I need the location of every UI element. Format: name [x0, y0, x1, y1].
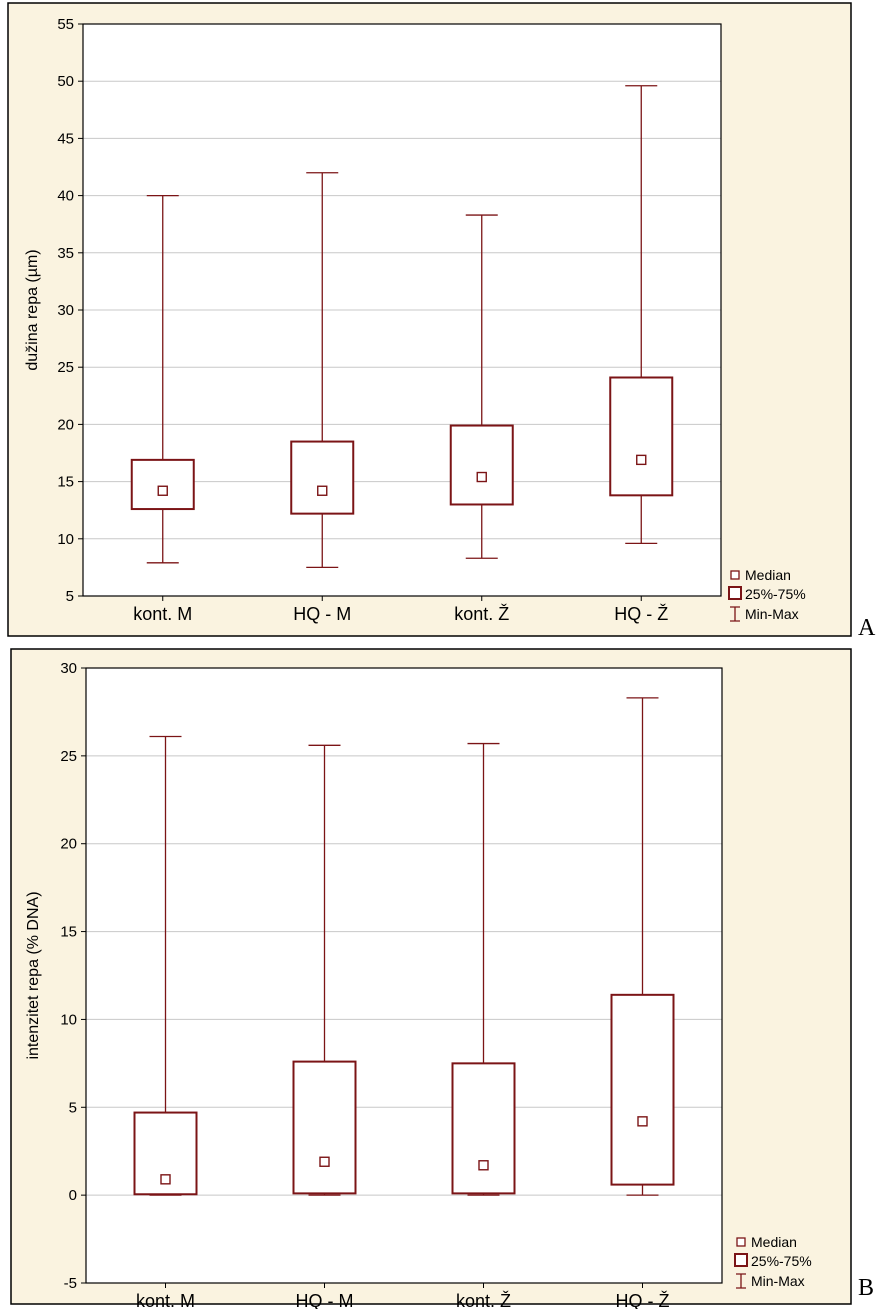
plot-frame-a [82, 23, 722, 597]
y-tick-label-b-2: 5 [69, 1099, 77, 1116]
panel-letter-b: B [858, 1275, 875, 1301]
chart-a: 5 10 15 20 25 30 35 40 45 50 55 dužina repa (µm) kon… [7, 2, 852, 637]
y-axis-label-b: intenzitet repa (% DNA) [25, 891, 42, 1059]
y-tick-label-a-0: 5 [66, 588, 74, 605]
y-tick-label-a-8: 45 [57, 130, 74, 147]
legend-minmax-label-b: Min-Max [751, 1273, 805, 1289]
median-marker-a-2 [476, 471, 487, 483]
median-marker-b-1 [319, 1156, 330, 1167]
iqr-box-a-3 [609, 376, 674, 497]
y-tick-label-a-5: 30 [57, 302, 74, 319]
y-tick-label-a-2: 15 [57, 474, 74, 491]
median-marker-a-0 [157, 485, 168, 496]
x-tick-label-a-3: HQ - Ž [614, 604, 668, 624]
x-tick-label-b-1: HQ - M [296, 1291, 354, 1309]
y-tick-label-a-9: 50 [57, 73, 74, 90]
y-tick-label-b-5: 20 [60, 836, 77, 853]
legend-minmax-label-a: Min-Max [745, 606, 799, 622]
median-marker-a-1 [317, 485, 328, 496]
legend-iqr-symbol-a [728, 586, 742, 600]
x-tick-label-a-1: HQ - M [293, 604, 351, 624]
iqr-box-a-0 [130, 458, 195, 511]
x-tick-label-b-2: kont. Ž [456, 1291, 511, 1309]
y-tick-label-a-7: 40 [57, 188, 74, 205]
plot-frame-b [85, 667, 723, 1284]
x-tick-label-a-0: kont. M [133, 604, 192, 624]
y-tick-label-b-7: 30 [60, 660, 77, 677]
legend-median-label-a: Median [745, 567, 791, 583]
y-tick-label-a-1: 10 [57, 531, 74, 548]
iqr-box-b-2 [451, 1062, 516, 1195]
y-tick-label-a-6: 35 [57, 245, 74, 262]
legend-iqr-label-a: 25%-75% [745, 586, 806, 602]
median-marker-b-2 [478, 1160, 489, 1171]
median-marker-a-3 [636, 454, 647, 466]
iqr-box-b-3 [610, 993, 675, 1186]
y-tick-label-a-3: 20 [57, 416, 74, 433]
panel-letter-a: A [858, 615, 876, 641]
x-tick-label-b-3: HQ - Ž [616, 1291, 670, 1309]
legend-median-symbol-a [730, 570, 740, 580]
y-axis-label-a: dužina repa (µm) [24, 249, 41, 370]
legend-iqr-label-b: 25%-75% [751, 1253, 812, 1269]
legend-iqr-symbol-b [734, 1253, 748, 1267]
iqr-box-b-1 [292, 1060, 357, 1195]
median-marker-b-0 [160, 1174, 171, 1185]
y-tick-label-b-0: -5 [64, 1275, 77, 1292]
y-tick-label-b-4: 15 [60, 924, 77, 941]
legend-median-symbol-b [736, 1237, 746, 1247]
y-tick-label-b-6: 25 [60, 748, 77, 765]
chart-b: -5 0 5 10 15 20 25 30 intenzitet repa (% DNA) kon… [10, 648, 852, 1309]
y-tick-label-a-10: 55 [57, 16, 74, 33]
legend-median-label-b: Median [751, 1234, 797, 1250]
y-tick-label-b-1: 0 [69, 1187, 77, 1204]
iqr-box-a-2 [449, 424, 514, 506]
iqr-box-a-1 [290, 440, 355, 515]
legend-minmax-symbol-b [736, 1273, 746, 1289]
y-tick-label-b-3: 10 [60, 1011, 77, 1028]
legend-minmax-symbol-a [730, 606, 740, 622]
median-marker-b-3 [637, 1116, 648, 1127]
x-tick-label-a-2: kont. Ž [454, 604, 509, 624]
y-tick-label-a-4: 25 [57, 359, 74, 376]
x-tick-label-b-0: kont. M [136, 1291, 195, 1309]
